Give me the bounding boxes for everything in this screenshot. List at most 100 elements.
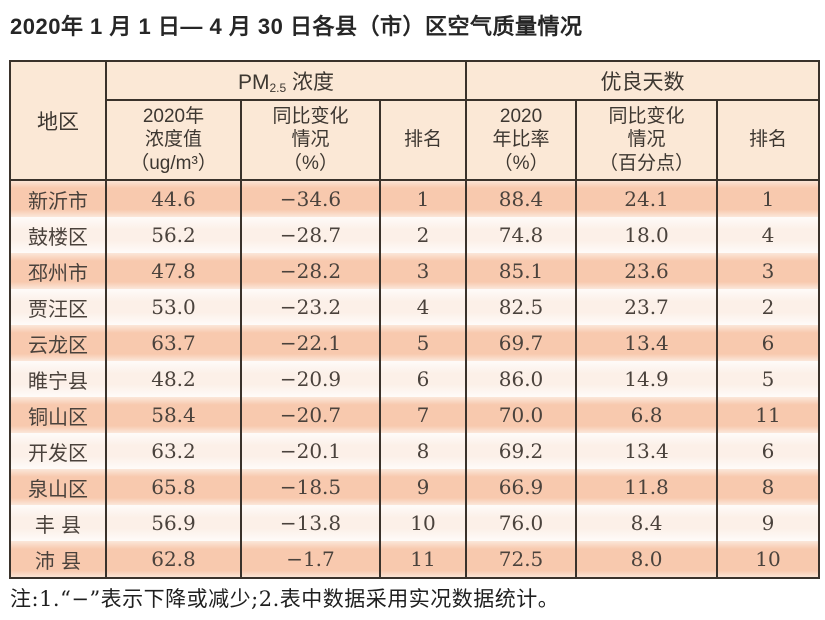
cell-pm-value: 47.8 — [105, 253, 242, 289]
cell-gd-ratio: 69.2 — [465, 433, 578, 469]
cell-region: 云龙区 — [9, 325, 107, 361]
header-gd-ratio: 2020 年比率 （%） — [465, 99, 578, 181]
cell-pm-value: 56.2 — [105, 217, 242, 253]
cell-pm-value: 63.7 — [105, 325, 242, 361]
cell-region: 睢宁县 — [9, 361, 107, 397]
cell-pm-change: −22.1 — [240, 325, 381, 361]
cell-pm-rank: 9 — [378, 469, 468, 505]
cell-pm-rank: 5 — [378, 325, 468, 361]
cell-gd-ratio: 85.1 — [465, 253, 578, 289]
cell-gd-ratio: 88.4 — [465, 180, 578, 217]
cell-pm-rank: 4 — [378, 289, 468, 325]
cell-pm-change: −1.7 — [240, 541, 381, 579]
cell-gd-change: 13.4 — [575, 325, 719, 361]
table-row: 新沂市 44.6 −34.6 1 88.4 24.1 1 — [9, 180, 821, 217]
header-pm-value: 2020年 浓度值 （ug/m³） — [105, 99, 242, 181]
cell-gd-change: 13.4 — [575, 433, 719, 469]
cell-pm-value: 65.8 — [105, 469, 242, 505]
cell-pm-rank: 2 — [378, 217, 468, 253]
header-pm-rank: 排名 — [378, 99, 468, 181]
cell-region: 贾汪区 — [9, 289, 107, 325]
cell-gd-ratio: 76.0 — [465, 505, 578, 541]
cell-pm-change: −28.7 — [240, 217, 381, 253]
cell-region: 开发区 — [9, 433, 107, 469]
pm25-label-prefix: PM — [237, 70, 270, 94]
cell-pm-value: 62.8 — [105, 541, 242, 579]
cell-gd-change: 11.8 — [575, 469, 719, 505]
table-row: 贾汪区 53.0 −23.2 4 82.5 23.7 2 — [9, 289, 821, 325]
table-row: 邳州市 47.8 −28.2 3 85.1 23.6 3 — [9, 253, 821, 289]
cell-region: 泉山区 — [9, 469, 107, 505]
cell-gd-rank: 10 — [716, 541, 821, 579]
table-row: 鼓楼区 56.2 −28.7 2 74.8 18.0 4 — [9, 217, 821, 253]
header-pm25-group: PM2.5 浓度 — [104, 60, 468, 101]
cell-pm-rank: 10 — [378, 505, 468, 541]
table-header: 地区 PM2.5 浓度 优良天数 2020年 浓度值 （ug/m³） 同比变化 … — [9, 60, 821, 181]
cell-pm-value: 58.4 — [105, 397, 242, 433]
cell-pm-value: 56.9 — [105, 505, 242, 541]
cell-region: 丰 县 — [9, 505, 107, 541]
cell-gd-change: 6.8 — [575, 397, 719, 433]
cell-pm-value: 63.2 — [105, 433, 242, 469]
cell-gd-rank: 6 — [716, 433, 821, 469]
cell-pm-rank: 8 — [378, 433, 468, 469]
table-row: 铜山区 58.4 −20.7 7 70.0 6.8 11 — [9, 397, 821, 433]
cell-gd-ratio: 72.5 — [465, 541, 578, 579]
cell-region: 铜山区 — [9, 397, 107, 433]
cell-gd-change: 23.6 — [575, 253, 719, 289]
table-row: 沛 县 62.8 −1.7 11 72.5 8.0 10 — [9, 541, 821, 579]
cell-gd-change: 18.0 — [575, 217, 719, 253]
cell-gd-rank: 11 — [716, 397, 821, 433]
pm25-label-suffix: 浓度 — [286, 70, 335, 94]
cell-region: 鼓楼区 — [9, 217, 107, 253]
cell-pm-rank: 6 — [378, 361, 468, 397]
cell-gd-rank: 1 — [716, 180, 821, 217]
table-row: 开发区 63.2 −20.1 8 69.2 13.4 6 — [9, 433, 821, 469]
cell-gd-ratio: 74.8 — [465, 217, 578, 253]
cell-pm-value: 53.0 — [105, 289, 242, 325]
header-sub-row: 2020年 浓度值 （ug/m³） 同比变化 情况 （%） 排名 2020 年比… — [10, 99, 821, 181]
header-group-row: 地区 PM2.5 浓度 优良天数 — [9, 60, 821, 181]
cell-pm-rank: 3 — [378, 253, 468, 289]
cell-pm-change: −13.8 — [240, 505, 381, 541]
cell-region: 沛 县 — [9, 541, 107, 579]
cell-pm-rank: 11 — [378, 541, 468, 579]
cell-gd-rank: 3 — [716, 253, 821, 289]
cell-gd-ratio: 86.0 — [465, 361, 578, 397]
table-row: 睢宁县 48.2 −20.9 6 86.0 14.9 5 — [9, 361, 821, 397]
table-body: 新沂市 44.6 −34.6 1 88.4 24.1 1 鼓楼区 56.2 −28.7 2 74.8 1… — [9, 180, 821, 579]
cell-gd-change: 8.0 — [575, 541, 719, 579]
cell-gd-rank: 6 — [716, 325, 821, 361]
table-row: 丰 县 56.9 −13.8 10 76.0 8.4 9 — [9, 505, 821, 541]
cell-gd-change: 24.1 — [575, 180, 719, 217]
table-row: 云龙区 63.7 −22.1 5 69.7 13.4 6 — [9, 325, 821, 361]
cell-pm-change: −34.6 — [240, 180, 381, 217]
cell-gd-rank: 4 — [716, 217, 821, 253]
cell-pm-change: −20.1 — [240, 433, 381, 469]
header-gd-rank: 排名 — [716, 99, 821, 181]
cell-pm-value: 48.2 — [105, 361, 242, 397]
cell-gd-rank: 9 — [716, 505, 821, 541]
cell-pm-change: −20.9 — [240, 361, 381, 397]
header-gd-change: 同比变化 情况 （百分点） — [575, 99, 719, 181]
cell-pm-change: −23.2 — [240, 289, 381, 325]
header-region: 地区 — [9, 60, 107, 181]
cell-gd-rank: 5 — [716, 361, 821, 397]
cell-gd-ratio: 70.0 — [465, 397, 578, 433]
cell-gd-ratio: 69.7 — [465, 325, 578, 361]
cell-pm-change: −18.5 — [240, 469, 381, 505]
cell-region: 新沂市 — [9, 180, 107, 217]
footnote: 注:1.“−”表示下降或减少;2.表中数据采用实况数据统计。 — [10, 587, 560, 611]
cell-pm-value: 44.6 — [105, 180, 242, 217]
header-pm-change: 同比变化 情况 （%） — [240, 99, 381, 181]
cell-pm-change: −20.7 — [240, 397, 381, 433]
cell-pm-rank: 7 — [378, 397, 468, 433]
cell-gd-change: 23.7 — [575, 289, 719, 325]
air-quality-table: 地区 PM2.5 浓度 优良天数 2020年 浓度值 （ug/m³） 同比变化 … — [9, 60, 821, 579]
table-row: 泉山区 65.8 −18.5 9 66.9 11.8 8 — [9, 469, 821, 505]
cell-pm-rank: 1 — [378, 180, 468, 217]
cell-gd-rank: 8 — [716, 469, 821, 505]
page-title: 2020年 1 月 1 日— 4 月 30 日各县（市）区空气质量情况 — [10, 14, 583, 39]
cell-pm-change: −28.2 — [240, 253, 381, 289]
